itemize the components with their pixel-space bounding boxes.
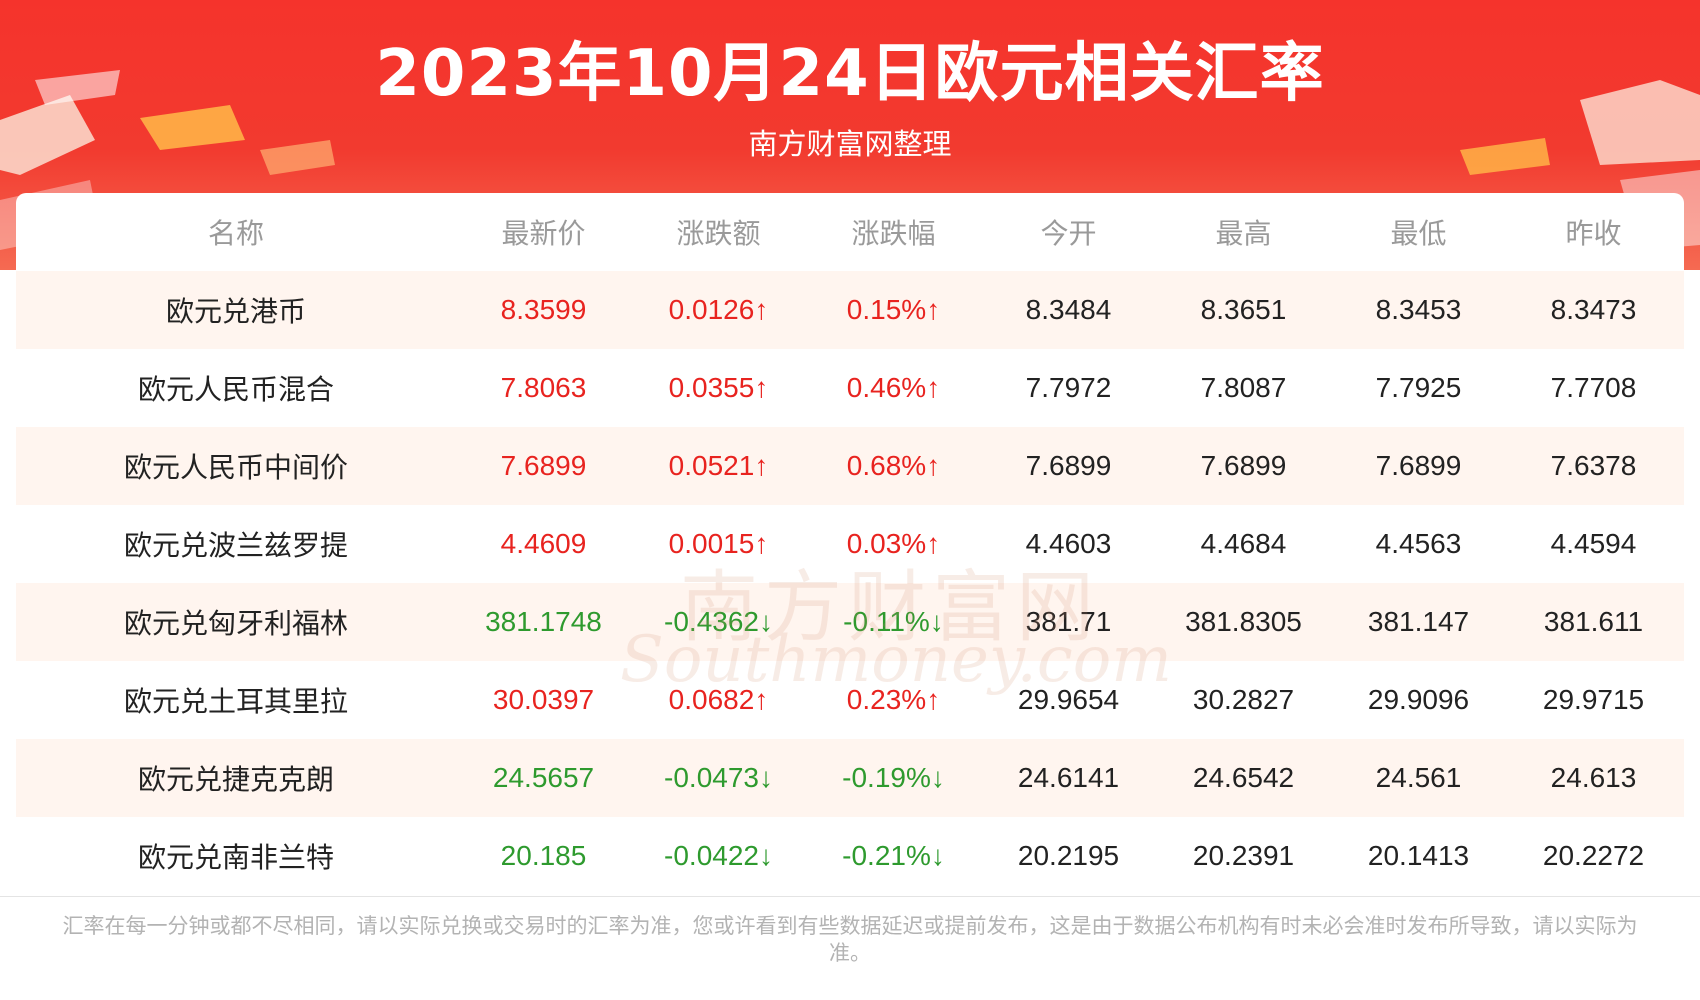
cell-low: 24.561 <box>1375 762 1462 793</box>
cell-name: 欧元兑匈牙利福林 <box>123 607 348 640</box>
cell-pct: 0.15%↑ <box>846 294 941 325</box>
column-header-pct: 涨跌幅 <box>851 217 936 250</box>
cell-pct: -0.21%↓ <box>842 840 945 871</box>
column-header-latest: 最新价 <box>501 217 586 250</box>
table-row: 欧元人民币混合 7.8063 0.0355↑ 0.46%↑ 7.7972 7.8087 7.… <box>16 349 1684 427</box>
cell-name: 欧元兑土耳其里拉 <box>123 685 348 718</box>
cell-change: -0.4362↓ <box>664 606 773 637</box>
column-header-name: 名称 <box>207 217 264 250</box>
cell-pct: 0.23%↑ <box>846 684 941 715</box>
cell-low: 7.7925 <box>1375 372 1462 403</box>
cell-open: 29.9654 <box>1017 684 1120 715</box>
cell-prev: 24.613 <box>1550 762 1637 793</box>
column-header-prev: 昨收 <box>1565 217 1622 250</box>
cell-change: 0.0682↑ <box>668 684 769 715</box>
cell-latest: 7.6899 <box>500 450 587 481</box>
cell-low: 381.147 <box>1367 606 1470 637</box>
cell-name: 欧元人民币中间价 <box>123 451 348 484</box>
cell-name: 欧元兑港币 <box>165 295 306 328</box>
cell-pct: -0.19%↓ <box>842 762 945 793</box>
cell-prev: 29.9715 <box>1542 684 1645 715</box>
cell-change: -0.0473↓ <box>664 762 773 793</box>
cell-high: 7.6899 <box>1200 450 1287 481</box>
cell-high: 7.8087 <box>1200 372 1287 403</box>
cell-low: 8.3453 <box>1375 294 1462 325</box>
cell-high: 30.2827 <box>1192 684 1295 715</box>
cell-name: 欧元人民币混合 <box>137 373 334 406</box>
cell-latest: 24.5657 <box>492 762 595 793</box>
cell-high: 4.4684 <box>1200 528 1287 559</box>
page-title: 2023年10月24日欧元相关汇率 <box>375 37 1325 111</box>
cell-latest: 4.4609 <box>500 528 587 559</box>
column-header-change: 涨跌额 <box>676 217 761 250</box>
table-row: 欧元人民币中间价 7.6899 0.0521↑ 0.68%↑ 7.6899 7.6899 7… <box>16 427 1684 505</box>
cell-change: 0.0355↑ <box>668 372 769 403</box>
cell-change: 0.0521↑ <box>668 450 769 481</box>
cell-change: 0.0015↑ <box>668 528 769 559</box>
cell-prev: 8.3473 <box>1550 294 1637 325</box>
cell-latest: 20.185 <box>500 840 587 871</box>
cell-pct: 0.68%↑ <box>846 450 941 481</box>
cell-prev: 20.2272 <box>1542 840 1645 871</box>
table-row: 欧元兑波兰兹罗提 4.4609 0.0015↑ 0.03%↑ 4.4603 4.4684 4… <box>16 505 1684 583</box>
cell-latest: 8.3599 <box>500 294 587 325</box>
cell-low: 4.4563 <box>1375 528 1462 559</box>
cell-high: 8.3651 <box>1200 294 1287 325</box>
column-header-high: 最高 <box>1215 217 1272 250</box>
cell-open: 4.4603 <box>1025 528 1112 559</box>
cell-prev: 7.7708 <box>1550 372 1637 403</box>
cell-name: 欧元兑波兰兹罗提 <box>123 529 348 562</box>
cell-high: 381.8305 <box>1185 606 1302 637</box>
cell-pct: 0.03%↑ <box>846 528 941 559</box>
cell-latest: 381.1748 <box>485 606 602 637</box>
cell-open: 20.2195 <box>1017 840 1120 871</box>
cell-high: 24.6542 <box>1192 762 1295 793</box>
cell-prev: 7.6378 <box>1550 450 1637 481</box>
cell-pct: 0.46%↑ <box>846 372 941 403</box>
table-row: 欧元兑土耳其里拉 30.0397 0.0682↑ 0.23%↑ 29.9654 30.28… <box>16 661 1684 739</box>
table-row: 欧元兑南非兰特 20.185 -0.0422↓ -0.21%↓ 20.2195 20.23… <box>16 817 1684 895</box>
disclaimer-note: 汇率在每一分钟或都不尽相同，请以实际兑换或交易时的汇率为准，您或许看到有些数据延… <box>62 914 1638 965</box>
column-header-open: 今开 <box>1040 217 1097 250</box>
footer-divider <box>0 896 1700 897</box>
cell-latest: 7.8063 <box>500 372 587 403</box>
cell-open: 381.71 <box>1025 606 1112 637</box>
column-header-low: 最低 <box>1390 217 1447 250</box>
cell-high: 20.2391 <box>1192 840 1295 871</box>
cell-change: -0.0422↓ <box>664 840 773 871</box>
cell-name: 欧元兑捷克克朗 <box>137 763 334 796</box>
table-row: 欧元兑港币 8.3599 0.0126↑ 0.15%↑ 8.3484 8.3651 8.34… <box>16 271 1684 349</box>
cell-low: 20.1413 <box>1367 840 1470 871</box>
table-header-row: 名称 最新价 涨跌额 涨跌幅 今开 最高 最低 昨收 <box>16 193 1684 271</box>
cell-latest: 30.0397 <box>492 684 595 715</box>
table-row: 欧元兑匈牙利福林 381.1748 -0.4362↓ -0.11%↓ 381.71 381… <box>16 583 1684 661</box>
page-subtitle: 南方财富网整理 <box>748 127 952 161</box>
cell-open: 7.6899 <box>1025 450 1112 481</box>
cell-open: 24.6141 <box>1017 762 1120 793</box>
cell-change: 0.0126↑ <box>668 294 769 325</box>
cell-prev: 4.4594 <box>1550 528 1637 559</box>
cell-low: 7.6899 <box>1375 450 1462 481</box>
cell-open: 8.3484 <box>1025 294 1112 325</box>
cell-open: 7.7972 <box>1025 372 1112 403</box>
cell-pct: -0.11%↓ <box>843 606 944 637</box>
cell-prev: 381.611 <box>1543 606 1644 637</box>
table-row: 欧元兑捷克克朗 24.5657 -0.0473↓ -0.19%↓ 24.6141 24.6… <box>16 739 1684 817</box>
cell-name: 欧元兑南非兰特 <box>137 841 334 874</box>
cell-low: 29.9096 <box>1367 684 1470 715</box>
rates-table: 名称 最新价 涨跌额 涨跌幅 今开 最高 最低 昨收 欧元兑港币 8.3599 0.… <box>16 193 1684 896</box>
